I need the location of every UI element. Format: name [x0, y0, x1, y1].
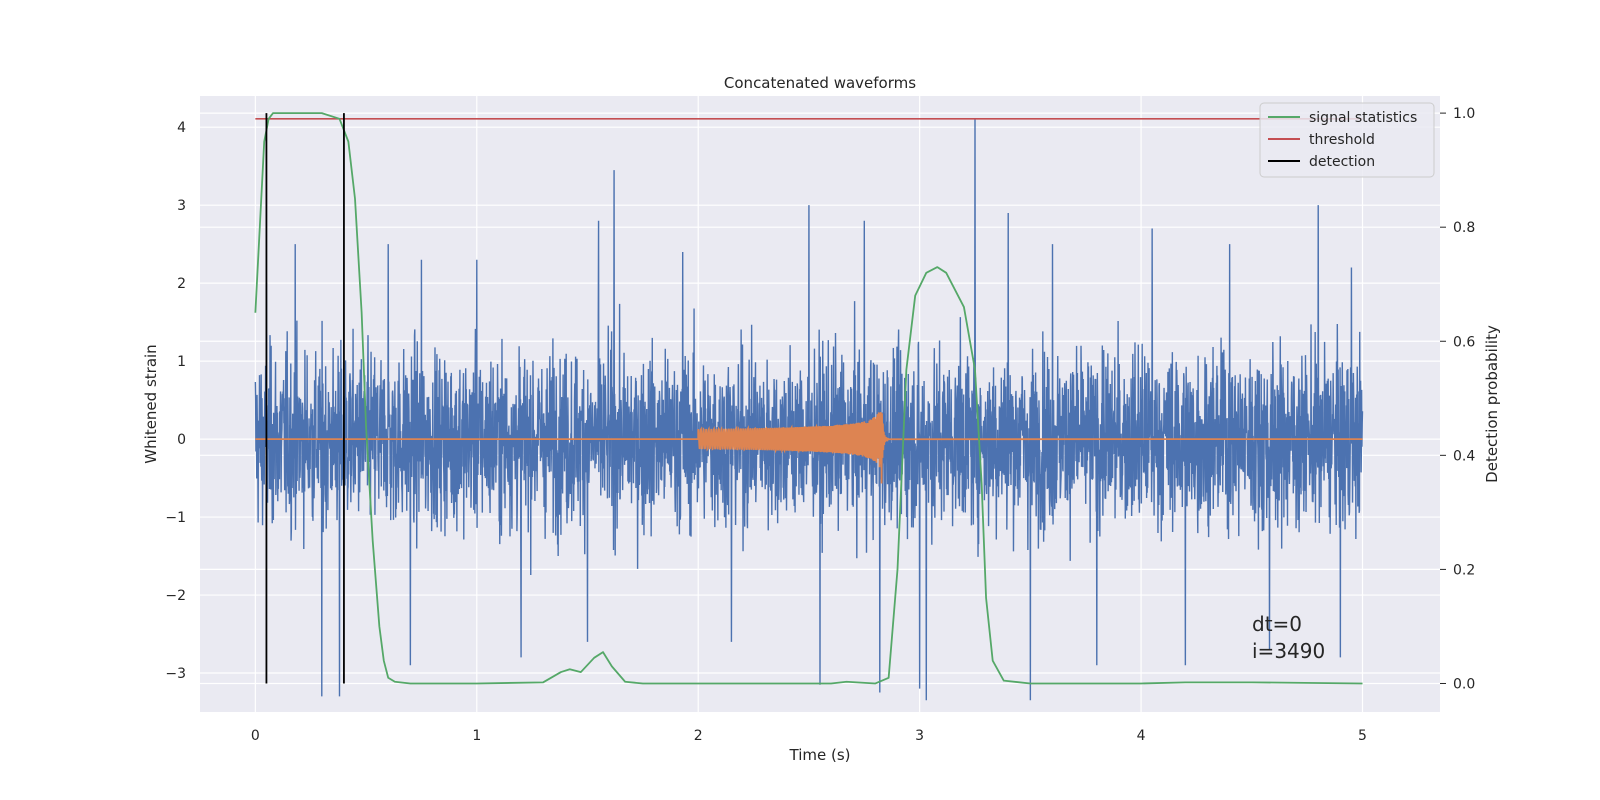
y-right-tick-label: 0.2	[1453, 562, 1475, 578]
y-right-tick-label: 0.6	[1453, 334, 1475, 350]
x-tick-label: 1	[472, 728, 481, 744]
annotation-index: i=3490	[1252, 639, 1325, 663]
annotation-dt: dt=0	[1252, 612, 1302, 636]
legend: signal statistics threshold detection	[1259, 102, 1435, 178]
y-axis-left: −3 −2 −1 0 1 2 3 4	[165, 120, 186, 682]
y-right-tick-label: 0.4	[1453, 448, 1475, 464]
y-tick-label: −2	[165, 588, 186, 604]
annotation: dt=0 i=3490	[1252, 612, 1325, 663]
y-tick-label: 2	[177, 276, 186, 292]
x-axis: 0 1 2 3 4 5	[251, 728, 1367, 744]
y-right-tick-label: 0.0	[1453, 676, 1475, 692]
legend-box	[1259, 102, 1435, 178]
chart-title: Concatenated waveforms	[724, 74, 916, 92]
plot-content	[254, 112, 1364, 701]
y-tick-label: 1	[177, 354, 186, 370]
x-tick-label: 3	[915, 728, 924, 744]
x-tick-label: 2	[694, 728, 703, 744]
y-tick-label: −3	[165, 666, 186, 682]
series-strain-line	[254, 119, 1364, 701]
series-chirp-line	[255, 412, 1363, 484]
x-axis-label: Time (s)	[789, 746, 851, 764]
y-right-tick-label: 1.0	[1453, 106, 1475, 122]
legend-label-detection: detection	[1309, 154, 1375, 170]
y-tick-label: 3	[177, 198, 186, 214]
x-tick-label: 4	[1137, 728, 1146, 744]
y-right-tick-label: 0.8	[1453, 220, 1475, 236]
series-statistics-line	[254, 112, 1363, 685]
y-tick-label: 0	[177, 432, 186, 448]
x-tick-label: 5	[1358, 728, 1367, 744]
legend-label-threshold: threshold	[1309, 132, 1375, 148]
y-axis-label: Whitened strain	[142, 344, 160, 463]
y-tick-label: 4	[177, 120, 186, 136]
legend-label-statistics: signal statistics	[1309, 110, 1417, 126]
y-tick-label: −1	[165, 510, 186, 526]
y-axis-right: 0.0 0.2 0.4 0.6 0.8 1.0	[1440, 106, 1475, 692]
y-axis-right-label: Detection probability	[1483, 325, 1501, 483]
x-tick-label: 0	[251, 728, 260, 744]
